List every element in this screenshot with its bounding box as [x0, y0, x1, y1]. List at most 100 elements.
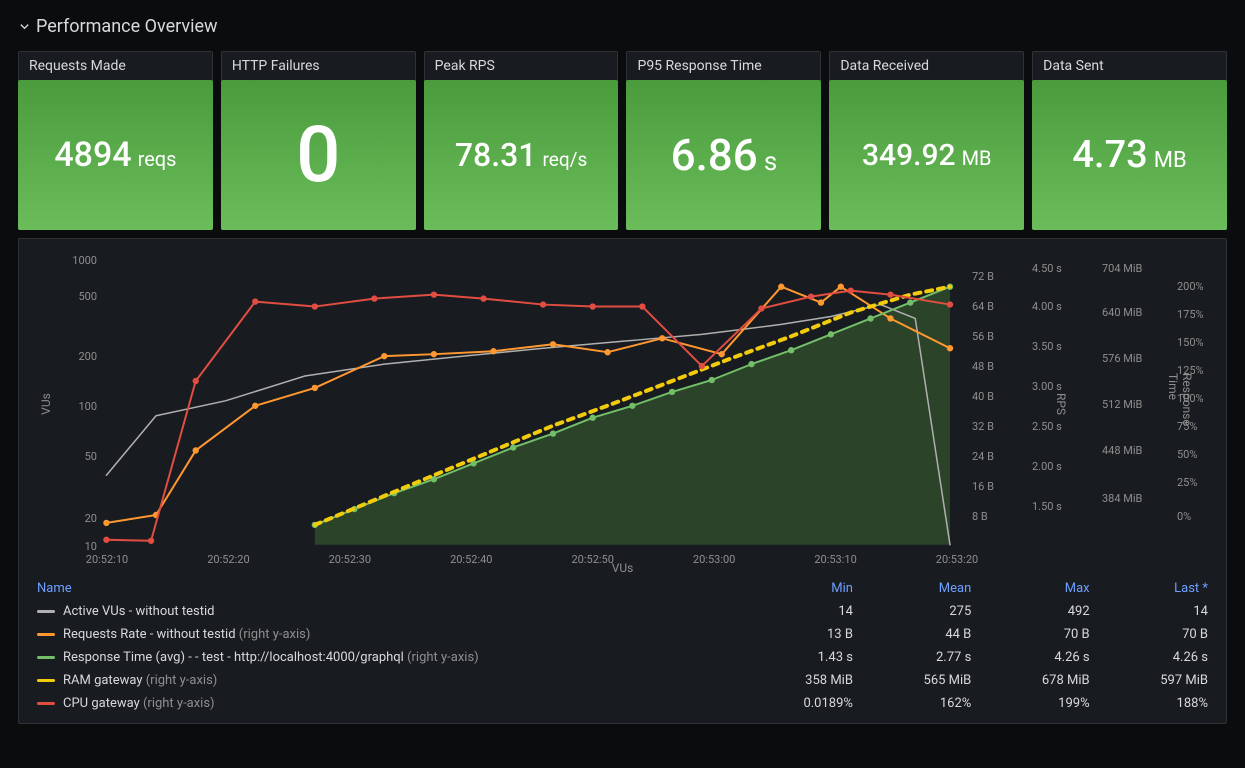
y-right-tick: 16 B [972, 480, 994, 493]
legend-sub: (right y-axis) [142, 673, 217, 688]
legend-header[interactable]: Mean [863, 577, 981, 600]
x-tick: 20:53:00 [684, 553, 744, 566]
legend-mean: 275 [863, 600, 981, 623]
y-right-tick: 64 B [972, 300, 994, 313]
y-right-tick: 448 MiB [1102, 444, 1142, 457]
legend-swatch [37, 633, 55, 636]
stat-card-body: 6.86s [626, 80, 821, 230]
legend-max: 4.26 s [981, 646, 1099, 669]
stat-card-title: Peak RPS [425, 52, 618, 81]
legend-swatch [37, 702, 55, 705]
x-tick: 20:53:20 [927, 553, 987, 566]
y-right-tick: 8 B [972, 510, 988, 523]
stat-unit: MB [962, 146, 992, 170]
y-right-tick: 48 B [972, 360, 994, 373]
stat-card[interactable]: Requests Made 4894 reqs [18, 51, 213, 230]
legend-row[interactable]: RAM gateway (right y-axis)358 MiB565 MiB… [27, 669, 1218, 692]
stat-card[interactable]: Peak RPS78.31req/s [424, 51, 619, 230]
legend-header[interactable]: Name [27, 577, 742, 600]
legend-header-row: NameMinMeanMaxLast * [27, 577, 1218, 600]
legend-min: 14 [742, 600, 863, 623]
stat-cards-row: Requests Made 4894 reqs HTTP Failures 0 Peak … [18, 51, 1227, 230]
y-right-tick: 200% [1177, 280, 1204, 293]
y-right-title: Response Time [1166, 373, 1194, 449]
section-header[interactable]: Performance Overview [18, 16, 1227, 37]
stat-unit: reqs [138, 147, 177, 171]
y-right-tick: 1.50 s [1032, 500, 1062, 513]
legend-sub: (right y-axis) [140, 696, 215, 711]
legend-mean: 2.77 s [863, 646, 981, 669]
chart-area[interactable]: VUs VUs 100050020010050201020:52:1020:52… [27, 247, 1218, 577]
legend-name-cell: RAM gateway (right y-axis) [27, 669, 742, 692]
stat-card-body: 4894 reqs [18, 80, 213, 230]
stat-number: 6.86 [671, 129, 758, 181]
chevron-down-icon [18, 21, 30, 33]
y-right-tick: 100% [1177, 392, 1204, 405]
y-right-tick: 384 MiB [1102, 492, 1142, 505]
stat-unit: s [764, 147, 777, 177]
legend-header[interactable]: Last * [1100, 577, 1218, 600]
stat-card-title: P95 Response Time [627, 52, 820, 81]
legend-max: 678 MiB [981, 669, 1099, 692]
y-right-tick: 2.00 s [1032, 460, 1062, 473]
y-left-title: VUs [39, 393, 53, 415]
legend-mean: 44 B [863, 623, 981, 646]
x-tick: 20:52:20 [198, 553, 258, 566]
stat-card[interactable]: Data Received349.92MB [829, 51, 1024, 230]
y-right-tick: 640 MiB [1102, 306, 1142, 319]
chart-svg [27, 247, 1218, 575]
x-tick: 20:52:50 [563, 553, 623, 566]
stat-card-title: Data Received [830, 52, 1023, 81]
legend-max: 199% [981, 692, 1099, 715]
x-tick: 20:52:30 [320, 553, 380, 566]
legend-name: Active VUs - without testid [63, 604, 215, 619]
y-left-tick: 50 [67, 450, 97, 463]
y-right-tick: 4.50 s [1032, 262, 1062, 275]
stat-card[interactable]: P95 Response Time6.86s [626, 51, 821, 230]
legend-mean: 565 MiB [863, 669, 981, 692]
stat-card-title: HTTP Failures [222, 52, 415, 81]
legend-name-cell: Response Time (avg) - - test - http://lo… [27, 646, 742, 669]
y-right-tick: 56 B [972, 330, 994, 343]
legend-swatch [37, 679, 55, 682]
stat-number: 0 [296, 110, 340, 201]
legend-name-cell: Requests Rate - without testid (right y-… [27, 623, 742, 646]
y-right-tick: 512 MiB [1102, 398, 1142, 411]
legend-mean: 162% [863, 692, 981, 715]
stat-card-body: 349.92MB [829, 80, 1024, 230]
stat-number: 349.92 [862, 138, 956, 173]
y-right-tick: 150% [1177, 336, 1204, 349]
stat-card[interactable]: Data Sent4.73MB [1032, 51, 1227, 230]
legend-min: 1.43 s [742, 646, 863, 669]
y-left-tick: 10 [67, 540, 97, 553]
stat-card-title: Data Sent [1033, 52, 1226, 81]
y-right-tick: 175% [1177, 308, 1204, 321]
stat-number: 4894 [54, 135, 131, 175]
legend-header[interactable]: Min [742, 577, 863, 600]
legend-max: 70 B [981, 623, 1099, 646]
stat-card[interactable]: HTTP Failures 0 [221, 51, 416, 230]
legend-sub: (right y-axis) [404, 650, 479, 665]
legend-name: Response Time (avg) - - test - http://lo… [63, 650, 404, 665]
legend-last: 597 MiB [1100, 669, 1218, 692]
y-left-tick: 1000 [67, 254, 97, 267]
legend-header[interactable]: Max [981, 577, 1099, 600]
legend-row[interactable]: Active VUs - without testid1427549214 [27, 600, 1218, 623]
legend-row[interactable]: CPU gateway (right y-axis)0.0189%162%199… [27, 692, 1218, 715]
y-right-tick: 3.50 s [1032, 340, 1062, 353]
stat-card-title: Requests Made [19, 52, 212, 81]
y-right-tick: 32 B [972, 420, 994, 433]
stat-card-body: 0 [221, 80, 416, 230]
legend-row[interactable]: Response Time (avg) - - test - http://lo… [27, 646, 1218, 669]
legend-row[interactable]: Requests Rate - without testid (right y-… [27, 623, 1218, 646]
stat-number: 4.73 [1072, 133, 1147, 177]
y-left-tick: 500 [67, 290, 97, 303]
section-title: Performance Overview [36, 16, 218, 37]
y-right-title: RPS [1054, 393, 1068, 415]
x-tick: 20:52:40 [441, 553, 501, 566]
legend-last: 188% [1100, 692, 1218, 715]
y-right-tick: 3.00 s [1032, 380, 1062, 393]
legend-min: 358 MiB [742, 669, 863, 692]
y-right-tick: 704 MiB [1102, 262, 1142, 275]
y-right-tick: 576 MiB [1102, 352, 1142, 365]
